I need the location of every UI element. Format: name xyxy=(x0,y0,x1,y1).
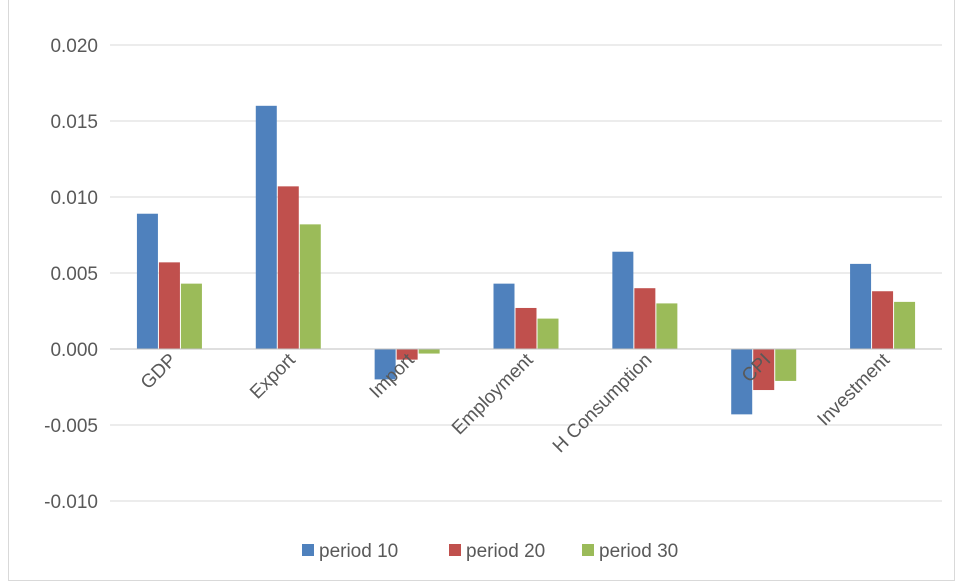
y-axis-tick-labels: 0.020 0.015 0.010 0.005 0.000 -0.005 -0.010 xyxy=(44,36,98,513)
bar-import-period-30 xyxy=(418,349,440,354)
bar-gdp-period-30 xyxy=(180,283,202,349)
bar-investment-period-20 xyxy=(872,291,894,349)
bar-h-consumption-period-30 xyxy=(656,303,678,349)
y-tick-label: 0.020 xyxy=(50,36,98,57)
y-tick-label: 0.010 xyxy=(50,188,98,209)
legend-label: period 20 xyxy=(466,541,545,562)
y-tick-label: 0.005 xyxy=(50,264,98,285)
y-tick-label: -0.010 xyxy=(44,492,98,513)
bar-h-consumption-period-10 xyxy=(612,251,634,349)
legend: period 10 period 20 period 30 xyxy=(302,541,678,562)
bar-h-consumption-period-20 xyxy=(634,288,656,349)
bar-export-period-10 xyxy=(255,105,277,349)
bar-cpi-period-20 xyxy=(753,349,775,391)
legend-label: period 10 xyxy=(319,541,398,562)
y-tick-label: -0.005 xyxy=(44,416,98,437)
bar-chart: 0.020 0.015 0.010 0.005 0.000 -0.005 -0.010 GD… xyxy=(44,36,942,562)
legend-label: period 30 xyxy=(599,541,678,562)
bar-gdp-period-10 xyxy=(136,213,158,349)
y-tick-label: 0.000 xyxy=(50,340,98,361)
bar-cpi-period-10 xyxy=(731,349,753,415)
bars xyxy=(136,105,916,415)
legend-swatch xyxy=(582,544,594,556)
bar-investment-period-30 xyxy=(894,301,916,349)
bar-import-period-10 xyxy=(374,349,396,380)
legend-swatch xyxy=(302,544,314,556)
category-label: Employment xyxy=(448,349,538,439)
category-label: H Consumption xyxy=(549,350,656,457)
bar-employment-period-30 xyxy=(537,318,559,349)
bar-export-period-30 xyxy=(299,224,321,349)
bar-cpi-period-30 xyxy=(775,349,797,381)
bar-employment-period-20 xyxy=(515,307,537,349)
bar-investment-period-10 xyxy=(850,263,872,349)
gridlines xyxy=(110,44,942,502)
category-label: Export xyxy=(246,349,300,403)
y-tick-label: 0.015 xyxy=(50,112,98,133)
chart-frame: 0.020 0.015 0.010 0.005 0.000 -0.005 -0.010 GD… xyxy=(8,0,955,581)
bar-import-period-20 xyxy=(396,349,418,360)
bar-export-period-20 xyxy=(277,186,299,349)
bar-gdp-period-20 xyxy=(158,262,180,349)
bar-employment-period-10 xyxy=(493,283,515,349)
category-label: Investment xyxy=(814,349,895,430)
legend-swatch xyxy=(449,544,461,556)
category-label: GDP xyxy=(137,350,181,394)
